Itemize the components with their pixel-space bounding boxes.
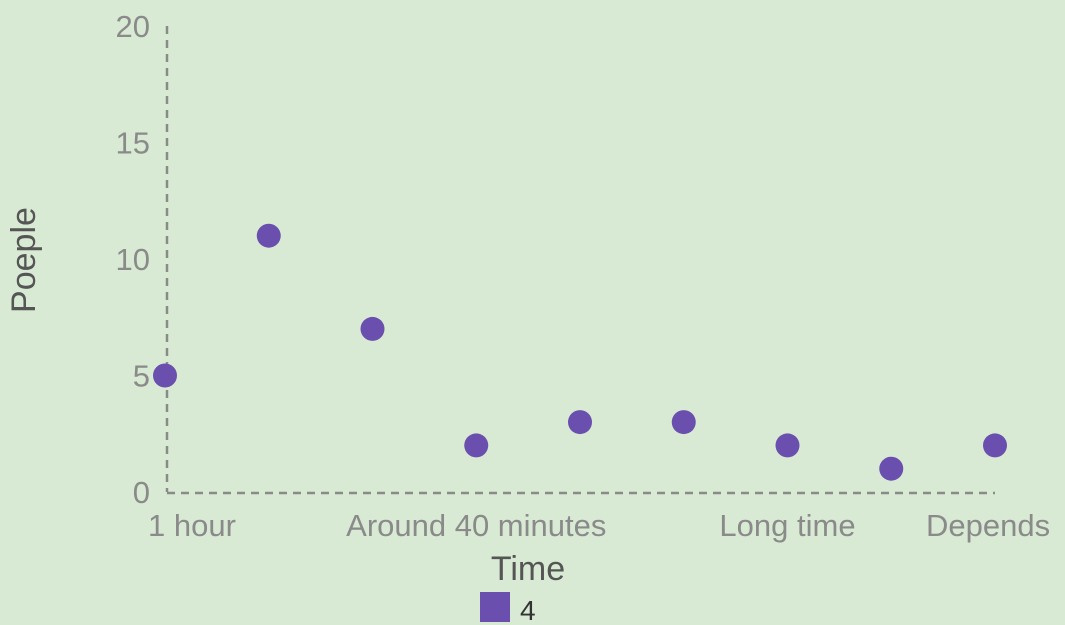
y-tick-label: 10 [116, 242, 150, 277]
y-tick-label: 20 [116, 9, 150, 44]
data-point [256, 223, 281, 248]
data-point [568, 410, 592, 435]
data-point [775, 433, 800, 458]
y-tick-labels: 0 5 10 15 20 [116, 9, 150, 510]
y-tick-label: 15 [116, 126, 150, 161]
x-tick-labels: 1 hour Around 40 minutes Long time Depends [148, 508, 1050, 543]
legend: 4 [476, 588, 552, 625]
data-points [153, 223, 1007, 481]
legend-swatch [480, 592, 510, 622]
y-axis-title: Poeple [5, 207, 43, 313]
x-tick-label: Around 40 minutes [346, 508, 606, 543]
legend-label: 4 [520, 595, 536, 625]
data-point [464, 433, 489, 458]
x-tick-label: Depends [926, 508, 1050, 543]
x-tick-label: 1 hour [148, 508, 236, 543]
y-tick-label: 0 [133, 475, 150, 510]
data-point [360, 316, 385, 341]
x-axis-title: Time [491, 550, 565, 588]
data-point [879, 456, 904, 481]
axes [165, 26, 995, 495]
x-tick-label: Long time [719, 508, 855, 543]
data-point [983, 433, 1007, 458]
data-point [153, 363, 177, 388]
y-tick-label: 5 [133, 359, 150, 394]
data-point [671, 410, 696, 435]
